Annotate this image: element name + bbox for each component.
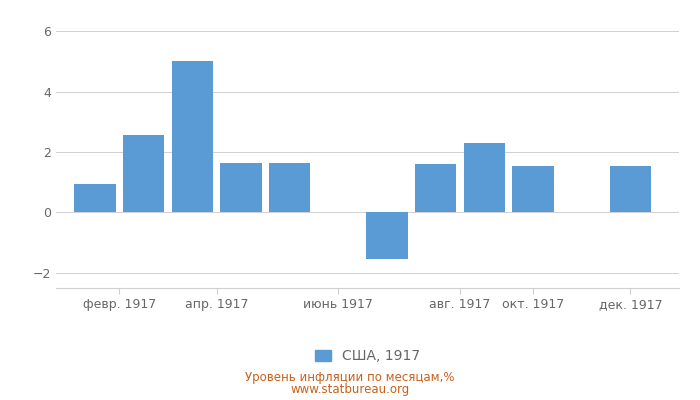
Bar [463,143,505,212]
Text: www.statbureau.org: www.statbureau.org [290,384,410,396]
Bar [512,166,554,212]
Bar [366,212,407,259]
Bar [220,162,262,212]
Legend: США, 1917: США, 1917 [309,344,426,369]
Bar [415,164,456,212]
Bar [74,184,116,212]
Bar [123,135,164,212]
Text: Уровень инфляции по месяцам,%: Уровень инфляции по месяцам,% [245,372,455,384]
Bar [269,164,310,212]
Bar [610,166,651,212]
Bar [172,61,213,212]
